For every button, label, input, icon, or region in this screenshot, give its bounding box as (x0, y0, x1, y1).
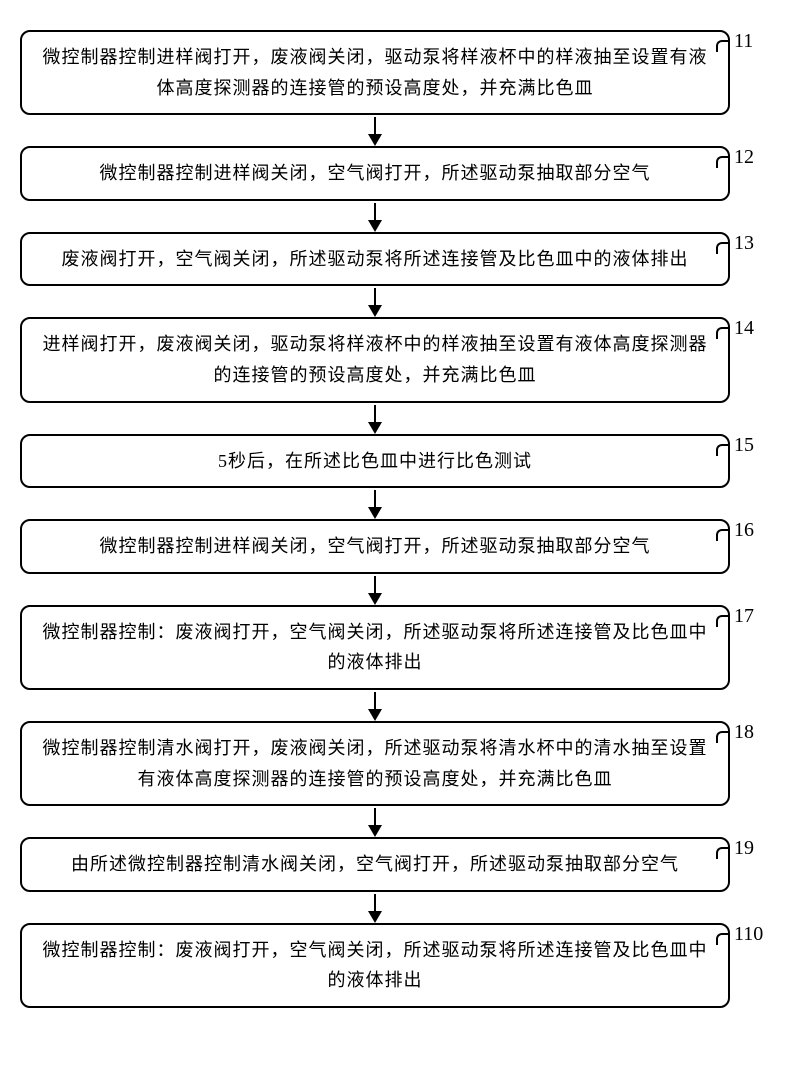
flow-step-label: 14 (730, 317, 780, 340)
flow-step-box: 微控制器控制进样阀打开，废液阀关闭，驱动泵将样液杯中的样液抽至设置有液体高度探测… (20, 30, 730, 115)
flow-step-box: 微控制器控制清水阀打开，废液阀关闭，所述驱动泵将清水杯中的清水抽至设置有液体高度… (20, 721, 730, 806)
flow-arrow (368, 894, 382, 923)
arrow-head-icon (368, 825, 382, 837)
flow-step-box: 5秒后，在所述比色皿中进行比色测试 (20, 434, 730, 489)
flow-step-id: 16 (734, 519, 754, 541)
flow-arrow (368, 490, 382, 519)
flow-step-label: 19 (730, 837, 780, 860)
flow-step: 微控制器控制：废液阀打开，空气阀关闭，所述驱动泵将所述连接管及比色皿中的液体排出… (20, 923, 780, 1008)
flow-step-id: 18 (734, 721, 754, 743)
flow-arrow (368, 692, 382, 721)
flow-step-box: 微控制器控制：废液阀打开，空气阀关闭，所述驱动泵将所述连接管及比色皿中的液体排出 (20, 923, 730, 1008)
flow-step-text: 废液阀打开，空气阀关闭，所述驱动泵将所述连接管及比色皿中的液体排出 (62, 249, 689, 269)
flow-arrow (368, 203, 382, 232)
label-connector-line (716, 615, 730, 627)
flow-step-id: 110 (734, 923, 763, 945)
arrow-head-icon (368, 593, 382, 605)
arrow-line (374, 203, 376, 221)
flow-step: 微控制器控制：废液阀打开，空气阀关闭，所述驱动泵将所述连接管及比色皿中的液体排出… (20, 605, 780, 690)
flow-arrow (368, 405, 382, 434)
flow-arrow (368, 117, 382, 146)
flow-step: 进样阀打开，废液阀关闭，驱动泵将样液杯中的样液抽至设置有液体高度探测器的连接管的… (20, 317, 780, 402)
arrow-head-icon (368, 305, 382, 317)
label-connector-line (716, 444, 730, 456)
label-connector-line (716, 529, 730, 541)
flow-step-text: 微控制器控制进样阀关闭，空气阀打开，所述驱动泵抽取部分空气 (100, 163, 651, 183)
flow-step-text: 5秒后，在所述比色皿中进行比色测试 (218, 451, 532, 471)
arrow-line (374, 288, 376, 306)
flowchart-container: 微控制器控制进样阀打开，废液阀关闭，驱动泵将样液杯中的样液抽至设置有液体高度探测… (20, 30, 780, 1008)
flow-step-id: 13 (734, 232, 754, 254)
flow-step: 微控制器控制进样阀打开，废液阀关闭，驱动泵将样液杯中的样液抽至设置有液体高度探测… (20, 30, 780, 115)
flow-step-id: 19 (734, 837, 754, 859)
arrow-head-icon (368, 709, 382, 721)
flow-step-label: 16 (730, 519, 780, 542)
flow-step-box: 微控制器控制进样阀关闭，空气阀打开，所述驱动泵抽取部分空气 (20, 146, 730, 201)
flow-step-id: 15 (734, 434, 754, 456)
flow-arrow (368, 808, 382, 837)
label-connector-line (716, 933, 730, 945)
label-connector-line (716, 242, 730, 254)
arrow-head-icon (368, 134, 382, 146)
flow-step-label: 15 (730, 434, 780, 457)
flow-step-id: 17 (734, 605, 754, 627)
flow-step-label: 12 (730, 146, 780, 169)
flow-step-box: 微控制器控制：废液阀打开，空气阀关闭，所述驱动泵将所述连接管及比色皿中的液体排出 (20, 605, 730, 690)
flow-step-box: 由所述微控制器控制清水阀关闭，空气阀打开，所述驱动泵抽取部分空气 (20, 837, 730, 892)
flow-step-text: 进样阀打开，废液阀关闭，驱动泵将样液杯中的样液抽至设置有液体高度探测器的连接管的… (43, 334, 708, 385)
flow-step-id: 11 (734, 30, 753, 52)
arrow-line (374, 405, 376, 423)
arrow-line (374, 692, 376, 710)
arrow-head-icon (368, 422, 382, 434)
flow-step-box: 微控制器控制进样阀关闭，空气阀打开，所述驱动泵抽取部分空气 (20, 519, 730, 574)
flow-step: 废液阀打开，空气阀关闭，所述驱动泵将所述连接管及比色皿中的液体排出 13 (20, 232, 780, 287)
flow-step: 微控制器控制清水阀打开，废液阀关闭，所述驱动泵将清水杯中的清水抽至设置有液体高度… (20, 721, 780, 806)
label-connector-line (716, 40, 730, 52)
arrow-line (374, 490, 376, 508)
flow-step-text: 微控制器控制进样阀打开，废液阀关闭，驱动泵将样液杯中的样液抽至设置有液体高度探测… (43, 47, 708, 98)
arrow-line (374, 808, 376, 826)
flow-step-id: 12 (734, 146, 754, 168)
flow-step-label: 13 (730, 232, 780, 255)
flow-step-box: 进样阀打开，废液阀关闭，驱动泵将样液杯中的样液抽至设置有液体高度探测器的连接管的… (20, 317, 730, 402)
flow-step-text: 由所述微控制器控制清水阀关闭，空气阀打开，所述驱动泵抽取部分空气 (71, 854, 679, 874)
label-connector-line (716, 847, 730, 859)
flow-arrow (368, 288, 382, 317)
flow-step-label: 110 (730, 923, 780, 946)
flow-step-text: 微控制器控制进样阀关闭，空气阀打开，所述驱动泵抽取部分空气 (100, 536, 651, 556)
flow-step-id: 14 (734, 317, 754, 339)
flow-step-label: 17 (730, 605, 780, 628)
flow-step-label: 18 (730, 721, 780, 744)
arrow-line (374, 576, 376, 594)
label-connector-line (716, 327, 730, 339)
arrow-head-icon (368, 507, 382, 519)
arrow-head-icon (368, 911, 382, 923)
flow-step-text: 微控制器控制：废液阀打开，空气阀关闭，所述驱动泵将所述连接管及比色皿中的液体排出 (43, 622, 708, 673)
arrow-line (374, 894, 376, 912)
flow-step-text: 微控制器控制清水阀打开，废液阀关闭，所述驱动泵将清水杯中的清水抽至设置有液体高度… (43, 738, 708, 789)
arrow-line (374, 117, 376, 135)
flow-step-text: 微控制器控制：废液阀打开，空气阀关闭，所述驱动泵将所述连接管及比色皿中的液体排出 (43, 940, 708, 991)
flow-step: 微控制器控制进样阀关闭，空气阀打开，所述驱动泵抽取部分空气 16 (20, 519, 780, 574)
label-connector-line (716, 156, 730, 168)
flow-step-label: 11 (730, 30, 780, 53)
flow-step-box: 废液阀打开，空气阀关闭，所述驱动泵将所述连接管及比色皿中的液体排出 (20, 232, 730, 287)
flow-arrow (368, 576, 382, 605)
flow-step: 5秒后，在所述比色皿中进行比色测试 15 (20, 434, 780, 489)
flow-step: 由所述微控制器控制清水阀关闭，空气阀打开，所述驱动泵抽取部分空气 19 (20, 837, 780, 892)
arrow-head-icon (368, 220, 382, 232)
label-connector-line (716, 731, 730, 743)
flow-step: 微控制器控制进样阀关闭，空气阀打开，所述驱动泵抽取部分空气 12 (20, 146, 780, 201)
